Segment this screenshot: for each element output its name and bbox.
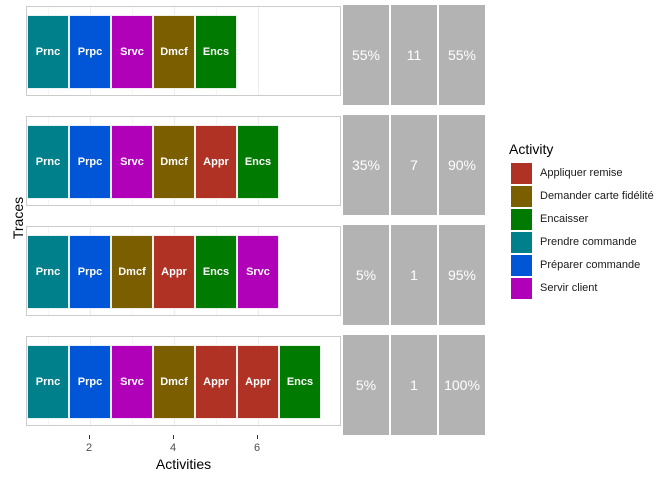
trace-panel: Prnc Prpc Srvc Dmcf Encs [26,6,341,96]
legend-swatch [510,162,533,185]
legend-swatch [510,185,533,208]
x-tick-label: 4 [169,442,177,454]
activity-tile: Dmcf [153,345,195,419]
absolute-frequency-cell: 11 [391,5,437,105]
legend-label: Encaisser [540,213,589,225]
activity-tile: Prpc [69,235,111,309]
relative-frequency-cell: 5% [343,335,389,435]
activity-tile: Prpc [69,345,111,419]
y-axis-title: Traces [10,196,26,240]
activity-tile: Srvc [111,15,153,89]
activity-tile: Appr [237,345,279,419]
activity-tile: Prpc [69,125,111,199]
activity-tile: Encs [279,345,321,419]
cumulative-frequency-cell: 55% [439,5,485,105]
x-axis-title: Activities [155,456,212,472]
activity-tile: Dmcf [153,125,195,199]
activity-tile: Appr [195,125,237,199]
activity-tile: Prnc [27,15,69,89]
legend-title: Activity [509,141,554,157]
absolute-frequency-cell: 1 [391,225,437,325]
cumulative-frequency-cell: 90% [439,115,485,215]
legend-label: Préparer commande [540,259,641,271]
x-tick-mark [257,435,258,439]
activity-tile: Prnc [27,125,69,199]
legend-label: Servir client [540,282,598,294]
activity-tile: Appr [153,235,195,309]
activity-tile: Prnc [27,235,69,309]
absolute-frequency-cell: 7 [391,115,437,215]
legend-swatch [510,254,533,277]
x-tick-mark [173,435,174,439]
activity-tile: Encs [237,125,279,199]
activity-tile: Dmcf [111,235,153,309]
x-tick-mark [89,435,90,439]
x-tick-label: 2 [85,442,93,454]
activity-tile: Srvc [111,345,153,419]
x-tick-label: 6 [253,442,261,454]
legend-label: Demander carte fidélité [540,190,654,202]
activity-tile: Prpc [69,15,111,89]
legend-swatch [510,277,533,300]
legend-label: Prendre commande [540,236,637,248]
legend-swatch [510,208,533,231]
cumulative-frequency-cell: 100% [439,335,485,435]
trace-panel: Prnc Prpc Srvc Dmcf Appr Encs [26,116,341,206]
cumulative-frequency-cell: 95% [439,225,485,325]
trace-panel: Prnc Prpc Srvc Dmcf Appr Appr Encs [26,336,341,426]
activity-tile: Srvc [237,235,279,309]
activity-tile: Encs [195,235,237,309]
activity-tile: Encs [195,15,237,89]
relative-frequency-cell: 5% [343,225,389,325]
activity-tile: Dmcf [153,15,195,89]
gridline-major [258,7,259,95]
relative-frequency-cell: 55% [343,5,389,105]
activity-tile: Srvc [111,125,153,199]
legend-swatch [510,231,533,254]
legend-label: Appliquer remise [540,167,623,179]
activity-tile: Appr [195,345,237,419]
activity-tile: Prnc [27,345,69,419]
relative-frequency-cell: 35% [343,115,389,215]
trace-panel: Prnc Prpc Dmcf Appr Encs Srvc [26,226,341,316]
absolute-frequency-cell: 1 [391,335,437,435]
